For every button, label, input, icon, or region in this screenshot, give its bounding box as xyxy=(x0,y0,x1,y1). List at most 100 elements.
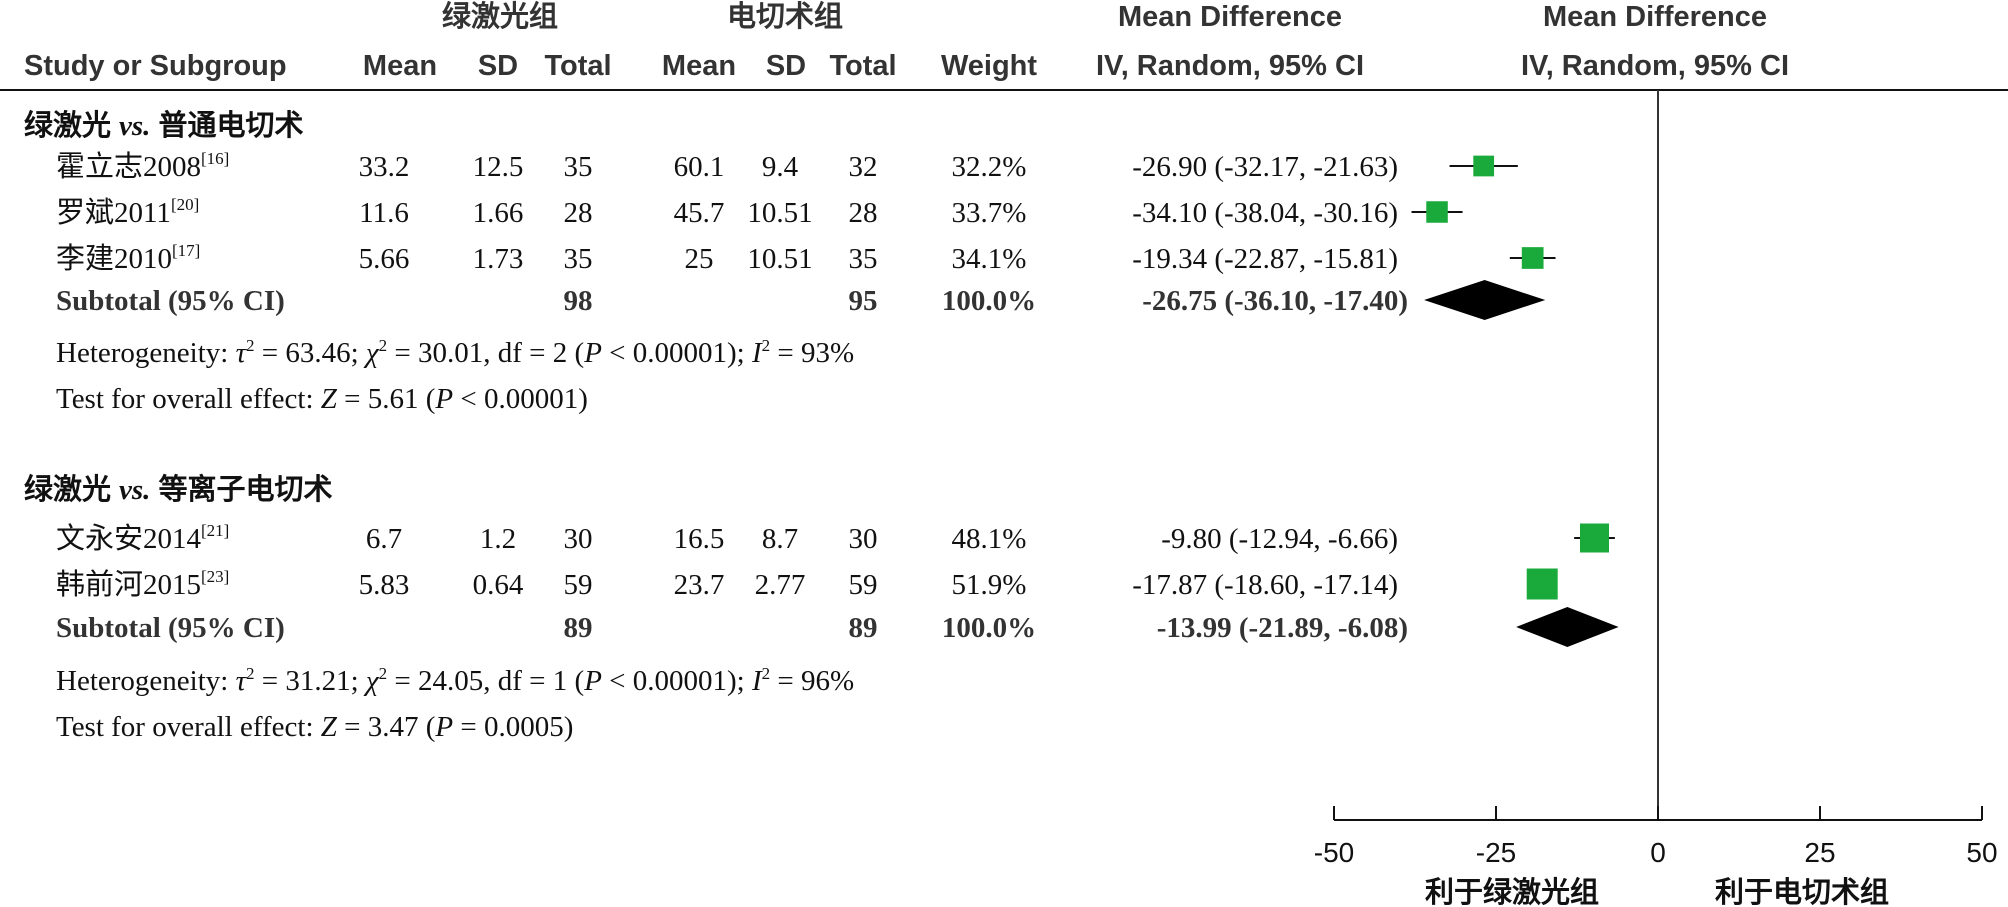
subtotal-ci-text: -13.99 (-21.89, -6.08) xyxy=(1157,612,1408,644)
het-p: P xyxy=(583,665,602,697)
study-ref: [23] xyxy=(201,567,229,586)
subtotal-label: Subtotal (95% CI) xyxy=(56,285,285,317)
het-i: I xyxy=(751,665,763,697)
mean-b: 60.1 xyxy=(674,151,725,183)
overall-effect-text: Test for overall effect: Z = 5.61 (P < 0… xyxy=(56,383,588,415)
ci-text: -17.87 (-18.60, -17.14) xyxy=(1132,569,1398,601)
total-b: 32 xyxy=(849,151,878,183)
oe-prefix: Test for overall effect: xyxy=(56,383,321,415)
ci-text: -9.80 (-12.94, -6.66) xyxy=(1161,523,1398,555)
study-square xyxy=(1426,201,1448,223)
oe-z-val: = 3.47 ( xyxy=(337,711,436,743)
study-name-text: 文永安2014 xyxy=(56,522,202,555)
total-a: 59 xyxy=(564,569,593,601)
mean-b: 45.7 xyxy=(674,197,725,229)
overall-effect-text: Test for overall effect: Z = 3.47 (P = 0… xyxy=(56,711,573,743)
study-name: 罗斌2011[20] xyxy=(56,195,199,229)
subgroup-title-main: 绿激光 xyxy=(24,109,111,142)
weight: 51.9% xyxy=(952,569,1027,601)
oe-p-val: < 0.00001) xyxy=(453,383,588,415)
subtotal-ci-text: -26.75 (-36.10, -17.40) xyxy=(1142,285,1408,317)
het-tau: τ xyxy=(236,665,248,697)
subtotal-total-a: 89 xyxy=(564,612,593,644)
subtotal-diamond xyxy=(1516,607,1619,647)
mean-a: 6.7 xyxy=(366,523,402,555)
total-b: 35 xyxy=(849,243,878,275)
study-name: 李建2010[17] xyxy=(56,241,200,275)
x-tick-label: -50 xyxy=(1314,837,1354,868)
mean-a: 33.2 xyxy=(359,151,410,183)
het-chi-val: = 30.01, df = 2 ( xyxy=(387,337,584,369)
col-sd-a-header: SD xyxy=(478,50,518,82)
subgroup-title: 绿激光 vs. 普通电切术 xyxy=(24,109,303,142)
weight: 32.2% xyxy=(952,151,1027,183)
study-square xyxy=(1521,247,1544,269)
weight: 48.1% xyxy=(952,523,1027,555)
subtotal-weight: 100.0% xyxy=(942,285,1036,317)
het-chi-val: = 24.05, df = 1 ( xyxy=(387,665,584,697)
het-chi: χ xyxy=(363,337,380,369)
col-total-a-header: Total xyxy=(544,50,611,82)
weight: 34.1% xyxy=(952,243,1027,275)
mean-b: 23.7 xyxy=(674,569,725,601)
oe-prefix: Test for overall effect: xyxy=(56,711,321,743)
sd-a: 1.73 xyxy=(473,243,524,275)
md-header-left: Mean Difference xyxy=(1118,1,1342,33)
study-ref: [21] xyxy=(201,521,229,540)
x-tick-label: 50 xyxy=(1966,837,1997,868)
oe-z: Z xyxy=(321,383,338,415)
study-name-text: 霍立志2008 xyxy=(56,150,201,183)
mean-a: 11.6 xyxy=(359,197,409,229)
sd-a: 1.66 xyxy=(473,197,524,229)
sd-b: 8.7 xyxy=(762,523,798,555)
het-p: P xyxy=(583,337,602,369)
het-i-sq: 2 xyxy=(762,664,771,683)
study-ref: [20] xyxy=(171,195,199,214)
col-ci-header-right: IV, Random, 95% CI xyxy=(1521,50,1789,82)
sd-b: 10.51 xyxy=(747,197,812,229)
total-a: 28 xyxy=(564,197,593,229)
x-tick-label: 0 xyxy=(1650,837,1666,868)
het-p-val: < 0.00001); xyxy=(602,337,752,369)
total-a: 30 xyxy=(564,523,593,555)
study-name-text: 罗斌2011 xyxy=(56,196,171,229)
oe-p: P xyxy=(434,711,453,743)
oe-z-val: = 5.61 ( xyxy=(337,383,436,415)
col-weight-header: Weight xyxy=(941,50,1037,82)
group-b-header: 电切术组 xyxy=(727,0,843,33)
ci-text: -34.10 (-38.04, -30.16) xyxy=(1132,197,1398,229)
col-sd-b-header: SD xyxy=(766,50,806,82)
subtotal-diamond xyxy=(1424,280,1546,320)
subgroup-title-vs: vs. xyxy=(119,474,150,506)
sd-b: 2.77 xyxy=(755,569,806,601)
subgroup-title-suffix: 普通电切术 xyxy=(158,109,303,142)
subtotal-total-b: 89 xyxy=(849,612,878,644)
sd-b: 10.51 xyxy=(747,243,812,275)
subgroup-title-suffix: 等离子电切术 xyxy=(158,472,332,506)
study-name-text: 韩前河2015 xyxy=(56,568,201,601)
ci-text: -26.90 (-32.17, -21.63) xyxy=(1132,151,1398,183)
total-b: 59 xyxy=(849,569,878,601)
het-tau-sq: 2 xyxy=(246,664,255,683)
col-study-header: Study or Subgroup xyxy=(24,50,287,82)
col-ci-header-left: IV, Random, 95% CI xyxy=(1096,50,1364,82)
group-a-header: 绿激光组 xyxy=(442,0,558,33)
col-mean-b-header: Mean xyxy=(662,50,736,82)
study-name: 文永安2014[21] xyxy=(56,521,229,555)
het-p-val: < 0.00001); xyxy=(602,665,752,697)
het-i-sq: 2 xyxy=(762,336,771,355)
oe-z: Z xyxy=(321,711,338,743)
study-square xyxy=(1473,155,1495,177)
het-prefix: Heterogeneity: xyxy=(56,337,236,369)
subtotal-label: Subtotal (95% CI) xyxy=(56,612,285,644)
study-name: 韩前河2015[23] xyxy=(56,567,229,601)
subtotal-total-b: 95 xyxy=(849,285,878,317)
col-total-b-header: Total xyxy=(829,50,896,82)
het-tau-val: = 63.46; xyxy=(254,337,365,369)
sd-a: 0.64 xyxy=(473,569,524,601)
plot-area: -50 -25 0 25 50 利于绿激光组 利于电切术组 xyxy=(1314,90,1998,907)
het-i-val: = 93% xyxy=(770,337,854,369)
total-a: 35 xyxy=(564,151,593,183)
